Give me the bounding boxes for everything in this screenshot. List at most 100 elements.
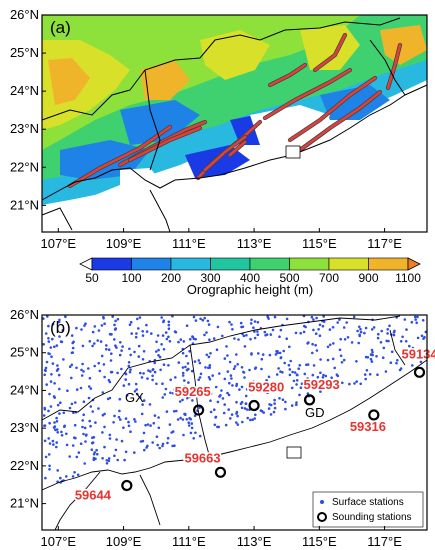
surface-station-dot (379, 341, 383, 344)
surface-station-dot (300, 382, 304, 386)
surface-station-dot (163, 393, 167, 396)
x-tick-label: 115°E (302, 534, 337, 549)
surface-station-dot (419, 360, 423, 364)
surface-station-dot (112, 421, 115, 424)
surface-station-dot (278, 335, 281, 339)
surface-station-dot (135, 388, 138, 391)
surface-station-dot (173, 388, 177, 391)
colorbar-cell (328, 257, 369, 271)
surface-station-dot (194, 337, 197, 341)
sounding-station-marker (413, 366, 426, 378)
surface-station-dot (198, 376, 202, 379)
surface-station-dot (71, 351, 74, 354)
surface-station-dot (183, 385, 186, 388)
x-tick-label: 111°E (172, 534, 206, 549)
surface-station-dot (157, 416, 160, 419)
surface-station-dot (134, 382, 138, 386)
surface-station-dot (127, 364, 131, 368)
x-tick-label: 107°E (41, 236, 77, 251)
surface-station-dot (187, 424, 191, 427)
surface-station-dot (241, 420, 244, 424)
surface-station-dot (179, 386, 182, 390)
surface-station-dot (205, 331, 208, 334)
surface-station-dot (118, 353, 122, 357)
surface-station-dot (254, 413, 257, 417)
surface-station-dot (213, 408, 216, 412)
surface-station-dot (194, 431, 197, 435)
surface-station-dot (372, 326, 376, 329)
surface-station-dot (241, 325, 245, 329)
surface-station-dot (162, 363, 166, 367)
surface-station-dot (380, 329, 384, 333)
surface-station-dot (315, 349, 319, 352)
surface-station-dot (155, 435, 159, 439)
surface-station-dot (127, 420, 130, 424)
surface-station-dot (155, 350, 158, 353)
surface-station-dot (43, 373, 46, 377)
surface-station-dot (249, 418, 252, 422)
surface-station-dot (230, 413, 234, 416)
surface-station-dot (134, 335, 138, 339)
surface-station-dot (124, 450, 128, 454)
surface-station-dot (51, 362, 55, 365)
surface-station-dot (89, 405, 93, 408)
surface-station-dot (118, 397, 122, 401)
surface-station-dot (133, 390, 137, 393)
surface-station-dot (113, 454, 116, 458)
surface-station-dot (75, 326, 78, 330)
surface-station-dot (133, 451, 136, 454)
surface-station-dot (68, 406, 72, 410)
surface-station-dot (101, 431, 104, 434)
surface-station-dot (190, 426, 194, 430)
y-tick-label: 25°N (10, 45, 39, 60)
surface-station-dot (332, 342, 335, 345)
surface-station-dot (166, 441, 169, 445)
surface-station-dot (58, 335, 61, 338)
x-tick-label: 115°E (302, 236, 337, 251)
surface-station-dot (47, 437, 50, 440)
surface-station-dot (52, 395, 56, 398)
surface-station-dot (146, 377, 149, 380)
surface-station-dot (59, 476, 62, 480)
surface-station-dot (177, 340, 180, 344)
surface-station-dot (295, 379, 299, 382)
surface-station-dot (124, 417, 128, 420)
surface-station-dot (171, 392, 175, 395)
surface-station-dot (88, 419, 91, 423)
surface-station-dot (99, 340, 103, 343)
surface-station-dot (197, 378, 200, 382)
surface-station-dot (322, 315, 326, 318)
surface-station-dot (358, 333, 361, 337)
surface-station-dot (66, 389, 69, 393)
surface-station-dot (129, 430, 132, 434)
surface-station-dot (101, 413, 105, 417)
surface-station-dot (302, 330, 306, 334)
surface-station-dot (175, 409, 178, 413)
surface-station-dot (392, 333, 396, 337)
surface-station-dot (240, 406, 244, 410)
surface-station-dot (330, 376, 333, 380)
surface-station-dot (137, 327, 140, 330)
surface-station-dot (43, 439, 47, 443)
surface-station-dot (115, 438, 118, 441)
surface-station-dot (229, 417, 232, 420)
surface-station-dot (328, 343, 332, 347)
surface-station-dot (358, 325, 361, 329)
surface-station-dot (176, 418, 180, 421)
surface-station-dot (312, 328, 315, 332)
surface-station-dot (415, 356, 419, 360)
surface-station-dot (324, 374, 328, 378)
surface-station-dot (284, 400, 287, 404)
surface-station-dot (315, 316, 318, 320)
surface-station-dot (113, 338, 116, 341)
ridge-line (203, 135, 247, 172)
surface-station-dot (87, 367, 90, 370)
surface-station-dot (120, 439, 124, 443)
colorbar-low-extend (79, 257, 93, 271)
surface-station-dot (386, 328, 390, 331)
surface-station-dot (201, 318, 205, 322)
surface-station-dot (221, 397, 225, 400)
colorbar-cell (249, 257, 290, 271)
y-tick-label: 23°N (10, 121, 39, 136)
surface-station-dot (264, 334, 267, 337)
